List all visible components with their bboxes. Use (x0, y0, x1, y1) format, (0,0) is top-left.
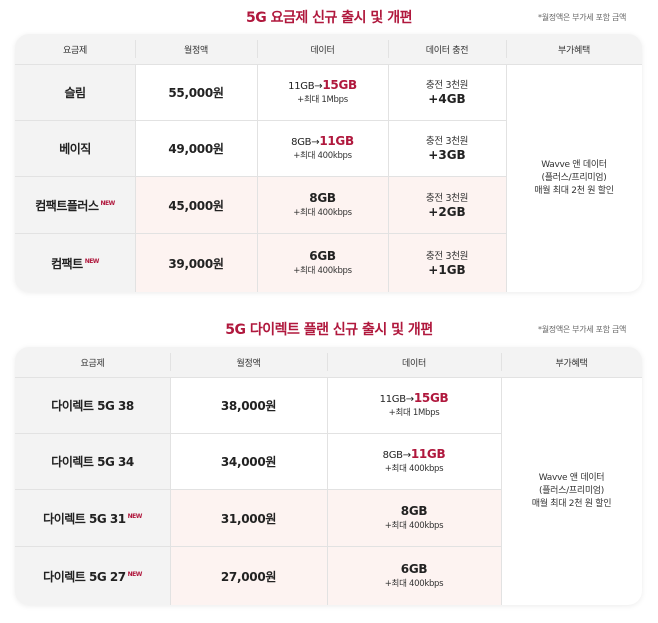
header-data: 데이터 (310, 45, 335, 56)
charge-label: 충전 3천원 (425, 192, 469, 204)
section1-title: 5G 요금제 신규 출시 및 개편 (246, 10, 412, 26)
data-amount: 8GB (309, 190, 336, 205)
table-row-data: 8GB→11GB +최대 400kbps (257, 121, 388, 176)
data-after: 11GB (410, 447, 446, 461)
section2-table: 요금제 월정액 데이터 부가혜택 다이렉트 5G 38 38,000원 11GB… (15, 347, 642, 605)
charge-amount: +1GB (428, 262, 466, 277)
data-speed: +최대 400kbps (293, 207, 352, 218)
table-row-price: 45,000원 (135, 177, 257, 233)
benefit-line3: 매월 최대 2천 원 할인 (534, 185, 614, 196)
section1-vat-note: *월정액은 부가세 포함 금액 (538, 13, 627, 22)
benefit-line2: (플러스/프리미엄) (541, 172, 607, 183)
table-row-plan: 다이렉트 5G 31 NEW (15, 490, 170, 546)
section1-table: 요금제 월정액 데이터 데이터 충전 부가혜택 슬림 55,000원 11GB→… (15, 34, 642, 292)
table-row-price: 27,000원 (170, 547, 327, 605)
new-badge: NEW (127, 512, 143, 520)
table-row-data: 11GB→15GB +최대 1Mbps (257, 64, 388, 120)
new-badge: NEW (84, 257, 100, 265)
data-after: 15GB (413, 390, 449, 405)
benefit-cell: Wavve 앤 데이터 (플러스/프리미엄) 매월 최대 2천 원 할인 (501, 377, 642, 605)
table-row-price: 34,000원 (170, 434, 327, 489)
table-row-charge: 충전 3천원 +2GB (388, 177, 506, 233)
charge-label: 충전 3천원 (425, 79, 469, 91)
data-speed: +최대 400kbps (293, 265, 352, 276)
table-row-data: 8GB +최대 400kbps (257, 177, 388, 233)
section2-vat-note: *월정액은 부가세 포함 금액 (538, 325, 627, 334)
data-speed: +최대 400kbps (293, 151, 352, 161)
header-data-charge: 데이터 충전 (425, 45, 469, 56)
table-row-price: 55,000원 (135, 64, 257, 120)
table-row-plan: 컴팩트플러스 NEW (15, 177, 135, 233)
section2-title: 5G 다이렉트 플랜 신규 출시 및 개편 (225, 322, 433, 338)
table-row-plan: 컴팩트 NEW (15, 234, 135, 292)
header-price: 월정액 (184, 45, 208, 56)
table-row-plan: 다이렉트 5G 27 NEW (15, 547, 170, 605)
charge-amount: +4GB (428, 91, 466, 106)
data-speed: +최대 400kbps (384, 520, 444, 531)
data-amount: 6GB (309, 248, 336, 263)
charge-label: 충전 3천원 (425, 250, 469, 262)
new-badge: NEW (127, 570, 143, 578)
header-plan: 요금제 (80, 358, 105, 369)
data-before: 8GB→ (291, 137, 320, 148)
table-row-charge: 충전 3천원 +1GB (388, 234, 506, 292)
data-amount: 8GB (400, 503, 428, 518)
benefit-cell: Wavve 앤 데이터 (플러스/프리미엄) 매월 최대 2천 원 할인 (506, 64, 642, 292)
table-row-data: 6GB +최대 400kbps (257, 234, 388, 292)
table-row-charge: 충전 3천원 +3GB (388, 121, 506, 176)
table-row-data: 11GB→15GB +최대 1Mbps (327, 377, 501, 433)
header-benefit: 부가혜택 (555, 358, 588, 369)
table-row-data: 8GB→11GB +최대 400kbps (327, 434, 501, 489)
header-benefit: 부가혜택 (558, 45, 590, 56)
table-row-plan: 슬림 (15, 64, 135, 120)
table-row-plan: 다이렉트 5G 34 (15, 434, 170, 489)
table-row-data: 6GB +최대 400kbps (327, 547, 501, 605)
table-row-charge: 충전 3천원 +4GB (388, 64, 506, 120)
charge-label: 충전 3천원 (425, 136, 469, 147)
benefit-line3: 매월 최대 2천 원 할인 (531, 498, 612, 509)
data-speed: +최대 1Mbps (388, 407, 440, 418)
table-row-price: 49,000원 (135, 121, 257, 176)
data-speed: +최대 400kbps (384, 578, 444, 589)
data-after: 11GB (319, 134, 354, 148)
data-amount: 6GB (400, 561, 428, 576)
benefit-line1: Wavve 앤 데이터 (538, 472, 605, 483)
data-before: 11GB→ (379, 393, 415, 405)
header-price: 월정액 (236, 358, 261, 369)
table-row-plan: 다이렉트 5G 38 (15, 377, 170, 433)
table-row-plan: 베이직 (15, 121, 135, 176)
header-data: 데이터 (402, 358, 426, 369)
benefit-line2: (플러스/프리미엄) (538, 485, 604, 496)
data-before: 8GB→ (382, 450, 411, 461)
data-speed: +최대 1Mbps (297, 94, 348, 105)
data-after: 15GB (322, 77, 357, 92)
data-before: 11GB→ (288, 80, 323, 92)
table-row-price: 38,000원 (170, 377, 327, 433)
header-plan: 요금제 (63, 45, 87, 56)
table-row-price: 31,000원 (170, 490, 327, 546)
new-badge: NEW (100, 199, 116, 207)
charge-amount: +2GB (428, 204, 466, 219)
benefit-line1: Wavve 앤 데이터 (541, 159, 607, 170)
table-row-data: 8GB +최대 400kbps (327, 490, 501, 546)
charge-amount: +3GB (428, 148, 466, 162)
data-speed: +최대 400kbps (384, 464, 444, 474)
table-row-price: 39,000원 (135, 234, 257, 292)
